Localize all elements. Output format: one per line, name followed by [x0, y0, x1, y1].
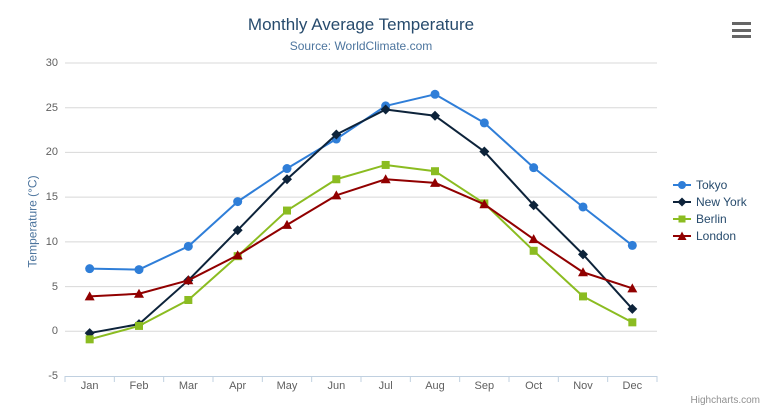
- series-line-london[interactable]: [89, 178, 633, 298]
- data-point-london[interactable]: [627, 283, 638, 293]
- data-point-new-york[interactable]: [232, 225, 243, 236]
- triangle-marker-icon: [673, 231, 691, 240]
- data-point-berlin[interactable]: [184, 295, 193, 304]
- data-point-london[interactable]: [134, 288, 144, 298]
- legend-label: Berlin: [696, 211, 727, 226]
- data-point-berlin[interactable]: [283, 206, 291, 215]
- data-point-new-york[interactable]: [479, 146, 490, 157]
- data-point-new-york[interactable]: [430, 110, 440, 121]
- y-axis-label: 30: [45, 57, 58, 69]
- x-axis-label: Dec: [622, 380, 643, 392]
- hamburger-icon: [732, 22, 751, 25]
- legend-label: London: [696, 228, 737, 243]
- data-point-new-york[interactable]: [282, 174, 292, 185]
- data-point-berlin[interactable]: [628, 318, 637, 327]
- data-point-new-york[interactable]: [578, 249, 588, 260]
- x-axis-label: Oct: [525, 380, 543, 392]
- data-point-berlin[interactable]: [431, 167, 439, 176]
- data-point-berlin[interactable]: [529, 246, 538, 255]
- legend-item-berlin[interactable]: Berlin: [672, 210, 747, 227]
- data-point-tokyo[interactable]: [233, 197, 243, 207]
- chart-subtitle: Source: WorldClimate.com: [289, 39, 433, 53]
- x-axis-label: Jan: [80, 380, 99, 392]
- legend: Tokyo New York Berlin London: [672, 176, 747, 244]
- legend-item-london[interactable]: London: [672, 227, 747, 244]
- data-point-berlin[interactable]: [332, 175, 341, 184]
- y-axis-label: 0: [51, 325, 58, 338]
- data-point-tokyo[interactable]: [430, 89, 440, 99]
- y-axis-label: 10: [45, 235, 58, 248]
- credits-link[interactable]: Highcharts.com: [690, 395, 760, 406]
- y-axis-label: 25: [45, 101, 58, 114]
- x-axis-label: Nov: [573, 380, 593, 392]
- hamburger-icon: [732, 35, 751, 38]
- data-point-london[interactable]: [282, 219, 292, 229]
- data-point-berlin[interactable]: [135, 321, 143, 330]
- y-axis-label: 5: [51, 280, 58, 293]
- data-point-new-york[interactable]: [528, 200, 539, 211]
- data-point-tokyo[interactable]: [85, 264, 95, 274]
- data-point-tokyo[interactable]: [183, 241, 193, 251]
- series-line-berlin[interactable]: [89, 163, 633, 341]
- data-point-london[interactable]: [331, 190, 342, 200]
- circle-marker-icon: [673, 180, 691, 189]
- data-point-london[interactable]: [528, 234, 539, 244]
- data-point-berlin[interactable]: [381, 160, 390, 169]
- data-point-tokyo[interactable]: [479, 118, 489, 128]
- data-point-tokyo[interactable]: [282, 164, 292, 174]
- hamburger-icon: [732, 28, 751, 32]
- chart-title: Monthly Average Temperature: [247, 15, 475, 34]
- diamond-marker-icon: [673, 197, 691, 206]
- legend-item-tokyo[interactable]: Tokyo: [672, 176, 747, 193]
- data-point-london[interactable]: [84, 291, 95, 301]
- y-axis-label: -5: [48, 370, 58, 382]
- data-point-tokyo[interactable]: [134, 265, 144, 275]
- series-line-tokyo[interactable]: [89, 93, 633, 271]
- x-axis-label: Jun: [327, 380, 346, 392]
- data-point-london[interactable]: [232, 250, 243, 260]
- x-axis-label: Mar: [178, 380, 198, 392]
- data-point-london[interactable]: [479, 199, 490, 209]
- x-axis-label: Apr: [229, 380, 247, 392]
- x-axis-label: Feb: [129, 380, 149, 392]
- legend-label: Tokyo: [696, 177, 728, 192]
- square-marker-icon: [673, 215, 691, 222]
- series-line-new-york[interactable]: [89, 108, 634, 335]
- data-point-london[interactable]: [430, 177, 440, 187]
- y-axis-title: Temperature (°C): [25, 175, 40, 268]
- data-point-tokyo[interactable]: [529, 163, 539, 173]
- x-axis-label: May: [276, 380, 298, 392]
- data-point-new-york[interactable]: [627, 303, 638, 314]
- data-point-tokyo[interactable]: [578, 202, 588, 212]
- data-point-london[interactable]: [578, 267, 588, 277]
- data-point-berlin[interactable]: [85, 335, 94, 344]
- x-axis-label: Aug: [425, 380, 445, 392]
- x-axis-label: Jul: [378, 380, 393, 392]
- data-point-new-york[interactable]: [380, 104, 391, 115]
- export-menu-button[interactable]: [732, 21, 752, 39]
- data-point-london[interactable]: [183, 275, 194, 285]
- y-axis-label: 15: [45, 191, 58, 204]
- legend-label: New York: [696, 194, 747, 209]
- data-point-london[interactable]: [380, 174, 391, 184]
- legend-item-new-york[interactable]: New York: [672, 193, 747, 210]
- data-point-berlin[interactable]: [579, 292, 587, 301]
- data-point-tokyo[interactable]: [627, 240, 637, 250]
- y-axis-label: 20: [45, 146, 58, 159]
- data-point-new-york[interactable]: [331, 129, 342, 140]
- x-axis-label: Sep: [474, 380, 495, 392]
